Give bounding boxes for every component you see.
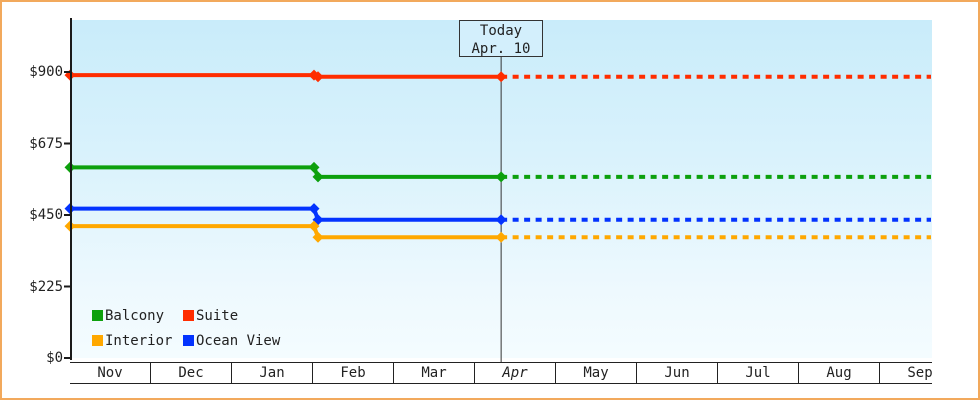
- x-axis-month-row: Nov Dec Jan Feb Mar Apr May Jun Jul Aug Sep: [70, 362, 932, 384]
- month-cell-mar: Mar: [394, 363, 475, 383]
- y-tick-label: $0: [46, 350, 63, 366]
- today-annotation-box: Today Apr. 10: [459, 20, 543, 57]
- legend-label: Ocean View: [196, 332, 281, 349]
- month-cell-nov: Nov: [70, 363, 151, 383]
- legend-swatch-icon: [92, 310, 103, 321]
- y-tick-label: $675: [29, 135, 63, 152]
- month-cell-jun: Jun: [637, 363, 718, 383]
- legend-label: Suite: [196, 307, 239, 324]
- legend-label: Balcony: [105, 307, 165, 324]
- today-label: Today: [479, 23, 523, 39]
- legend-item-balcony: Balcony: [92, 307, 183, 324]
- legend-item-interior: Interior: [92, 332, 183, 349]
- legend-swatch-icon: [92, 335, 103, 346]
- month-cell-may: May: [556, 363, 637, 383]
- legend-swatch-icon: [183, 335, 194, 346]
- y-tick-label: $900: [29, 64, 63, 80]
- month-cell-feb: Feb: [313, 363, 394, 383]
- month-cell-dec: Dec: [151, 363, 232, 383]
- month-cell-jul: Jul: [718, 363, 799, 383]
- chart-legend: Balcony Suite Interior Ocean View: [92, 308, 280, 358]
- month-cell-sep: Sep: [880, 363, 932, 383]
- legend-label: Interior: [105, 332, 173, 349]
- y-tick-label: $225: [29, 278, 63, 295]
- legend-item-suite: Suite: [183, 307, 239, 324]
- today-date: Apr. 10: [471, 41, 531, 57]
- month-cell-jan: Jan: [232, 363, 313, 383]
- legend-item-ocean-view: Ocean View: [183, 332, 281, 349]
- y-tick-label: $450: [29, 207, 63, 223]
- month-cell-apr: Apr: [475, 363, 556, 383]
- month-cell-aug: Aug: [799, 363, 880, 383]
- legend-swatch-icon: [183, 310, 194, 321]
